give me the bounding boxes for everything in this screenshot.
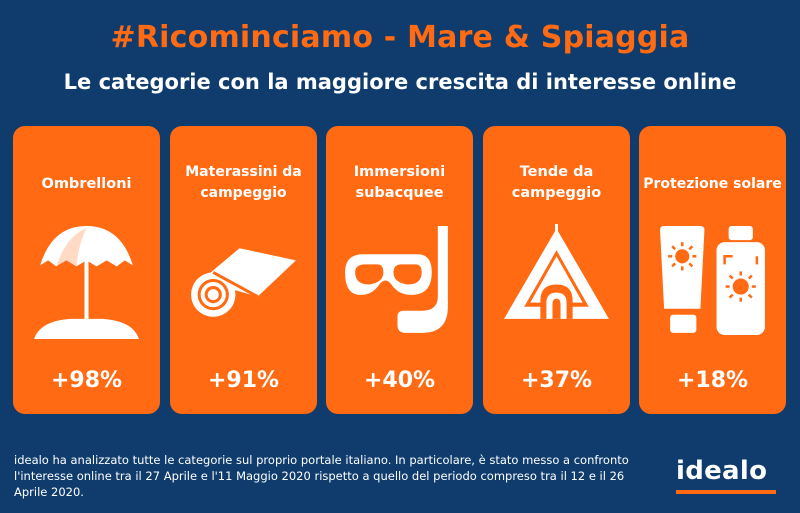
category-value: +18%	[676, 368, 749, 393]
tent-icon	[504, 224, 609, 319]
category-card-tende: Tende da campeggio +37%	[483, 126, 630, 414]
idealo-logo: idealo	[676, 456, 768, 486]
category-value: +98%	[50, 368, 123, 393]
category-card-protezione-solare: Protezione solare +18%	[639, 126, 786, 414]
camping-mat-icon	[191, 248, 296, 317]
category-value: +91%	[207, 368, 280, 393]
category-label: Immersioni subacquee	[353, 164, 446, 201]
category-value: +37%	[520, 368, 593, 393]
page-title: #Ricominciamo - Mare & Spiaggia	[110, 20, 690, 55]
category-card-ombrelloni: Ombrelloni +98%	[13, 126, 160, 414]
logo-underline	[676, 490, 776, 494]
category-value: +40%	[363, 368, 436, 393]
category-label: Protezione solare	[643, 176, 782, 192]
snorkel-mask-icon	[345, 226, 448, 333]
category-label: Ombrelloni	[41, 176, 132, 192]
category-card-immersioni: Immersioni subacquee +40%	[326, 126, 473, 414]
sunscreen-icon	[660, 226, 765, 335]
page-subtitle: Le categorie con la maggiore crescita di…	[63, 70, 737, 94]
footnote: idealo ha analizzato tutte le categorie …	[14, 453, 629, 499]
beach-umbrella-icon	[34, 226, 139, 339]
category-label: Materassini da campeggio	[185, 164, 302, 201]
category-label: Tende da campeggio	[511, 164, 602, 201]
category-card-materassini: Materassini da campeggio +91%	[170, 126, 317, 414]
